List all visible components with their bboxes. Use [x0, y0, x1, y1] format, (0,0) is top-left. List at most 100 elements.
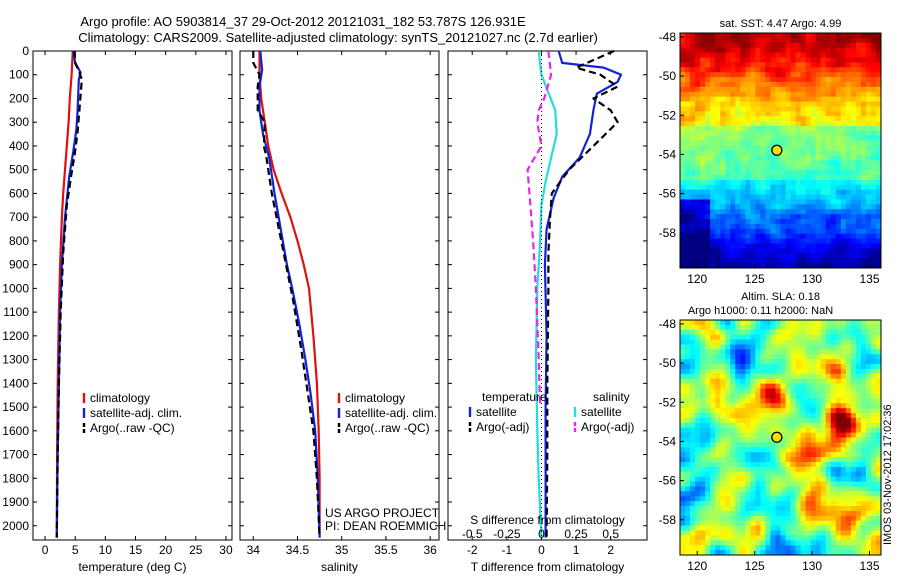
map-cell: [705, 263, 711, 268]
map-cell: [690, 42, 696, 49]
map-cell: [740, 368, 746, 375]
map-cell: [840, 126, 847, 132]
map-cell: [715, 37, 721, 44]
map-cell: [730, 320, 736, 326]
map-cell: [840, 243, 847, 250]
map-cell: [730, 530, 736, 537]
map-cell: [720, 510, 726, 517]
map-cell: [840, 535, 847, 541]
map-cell: [825, 140, 832, 147]
map-cell: [800, 393, 807, 399]
map-cell: [760, 408, 767, 414]
map-cell: [800, 165, 807, 171]
map-cell: [855, 126, 862, 132]
map-cell: [760, 47, 767, 54]
map-cell: [815, 378, 822, 385]
map-cell: [790, 398, 797, 404]
map-cell: [775, 170, 782, 176]
map-cell: [740, 140, 746, 147]
map-cell: [845, 398, 852, 404]
map-cell: [805, 520, 812, 527]
map-cell: [685, 359, 691, 365]
map-cell: [770, 126, 777, 132]
map-cell: [840, 121, 847, 127]
map-cell: [695, 476, 701, 483]
map-cell: [720, 501, 726, 507]
map-cell: [875, 170, 881, 176]
map-cell: [835, 461, 842, 468]
map-cell: [840, 150, 847, 156]
map-cell: [855, 67, 862, 73]
map-cell: [715, 442, 721, 448]
map-cell: [795, 96, 802, 103]
map-cell: [815, 398, 822, 404]
map-cell: [750, 209, 756, 215]
map-cell: [805, 52, 812, 59]
map-cell: [700, 368, 706, 375]
map-cell: [790, 354, 797, 360]
map-cell: [700, 233, 706, 240]
map-cell: [855, 417, 862, 424]
map-cell: [735, 155, 741, 161]
map-cell: [700, 67, 706, 73]
map-cell: [815, 219, 822, 225]
map-cell: [860, 160, 867, 166]
map-cell: [870, 219, 877, 225]
map-cell: [870, 248, 877, 254]
map-cell: [710, 491, 716, 497]
map-cell: [850, 540, 857, 546]
map-cell: [755, 403, 762, 409]
map-cell: [680, 540, 686, 546]
map-cell: [855, 388, 862, 395]
map-cell: [805, 530, 812, 537]
map-cell: [745, 258, 751, 264]
map-cell: [830, 130, 837, 137]
map-cell: [740, 86, 746, 93]
map-cell: [800, 388, 807, 395]
map-cell: [695, 466, 701, 473]
map-cell: [820, 155, 827, 161]
map-cell: [740, 91, 746, 98]
map-cell: [690, 52, 696, 59]
map-cell: [805, 189, 812, 196]
map-cell: [725, 447, 731, 453]
map-cell: [845, 101, 852, 108]
map-cell: [825, 135, 832, 142]
map-cell: [720, 160, 726, 166]
map-cell: [720, 437, 726, 443]
map-cell: [785, 258, 792, 264]
map-cell: [855, 150, 862, 156]
map-cell: [825, 422, 832, 429]
map-cell: [685, 77, 691, 83]
map-cell: [815, 466, 822, 473]
map-cell: [740, 248, 746, 254]
map-cell: [700, 373, 706, 380]
map-cell: [735, 57, 741, 63]
map-cell: [710, 432, 716, 439]
map-cell: [765, 368, 772, 375]
map-cell: [720, 481, 726, 488]
map-cell: [815, 452, 822, 458]
map-cell: [830, 91, 837, 98]
map-cell: [685, 334, 691, 341]
map-cell: [815, 427, 822, 434]
map-cell: [700, 258, 706, 264]
map-cell: [775, 320, 782, 326]
map-cell: [815, 417, 822, 424]
map-cell: [805, 184, 812, 191]
map-cell: [855, 329, 862, 336]
map-cell: [725, 121, 731, 127]
map-cell: [810, 33, 817, 39]
map-cell: [735, 329, 741, 336]
map-cell: [700, 388, 706, 395]
map-cell: [855, 368, 862, 375]
map-cell: [760, 106, 767, 112]
map-cell: [870, 33, 877, 39]
map-cell: [720, 545, 726, 551]
map-cell: [775, 62, 782, 68]
map-cell: [710, 510, 716, 517]
map-cell: [790, 160, 797, 166]
map-cell: [725, 506, 731, 512]
map-cell: [740, 160, 746, 166]
map-cell: [720, 170, 726, 176]
